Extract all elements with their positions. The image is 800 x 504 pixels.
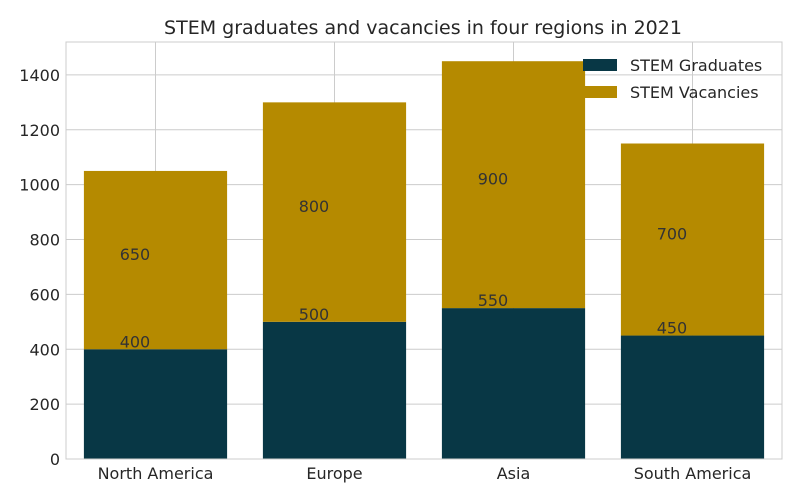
data-label: 900	[478, 170, 509, 189]
bars	[83, 61, 765, 459]
bar-vacancies	[441, 61, 586, 309]
bar-vacancies	[262, 102, 407, 322]
bar-vacancies	[620, 143, 765, 336]
data-label: 550	[478, 291, 509, 310]
x-tick-label: South America	[634, 464, 752, 483]
y-tick-label: 1200	[19, 121, 60, 140]
plot-frame	[65, 41, 783, 460]
bar-graduates	[83, 349, 228, 459]
bar-graduates	[620, 335, 765, 459]
legend: STEM Graduates STEM Vacancies	[583, 56, 762, 102]
data-label: 400	[120, 332, 151, 351]
data-label: 500	[299, 305, 330, 324]
axes: 0 200 400 600 800 1000 1200 1400 North America Eu…	[19, 41, 783, 483]
bar-graduates	[441, 308, 586, 459]
x-tick-label: North America	[98, 464, 214, 483]
y-tick-label: 200	[29, 395, 60, 414]
y-tick-label: 0	[50, 450, 60, 469]
y-tick-label: 1000	[19, 176, 60, 195]
data-label: 650	[120, 245, 151, 264]
legend-swatch	[583, 59, 617, 71]
data-label: 700	[657, 225, 688, 244]
data-labels: 400 650 500 800 550 900 450 700	[120, 170, 688, 352]
legend-swatch	[583, 86, 617, 98]
x-tick-label: Europe	[306, 464, 362, 483]
y-tick-label: 600	[29, 285, 60, 304]
x-tick-label: Asia	[497, 464, 531, 483]
data-label: 800	[299, 197, 330, 216]
chart-title: STEM graduates and vacancies in four reg…	[164, 17, 682, 39]
bar-vacancies	[83, 170, 228, 350]
legend-label: STEM Vacancies	[630, 83, 759, 102]
y-tick-label: 800	[29, 231, 60, 250]
y-tick-label: 400	[29, 340, 60, 359]
data-label: 450	[657, 319, 688, 338]
y-tick-label: 1400	[19, 66, 60, 85]
legend-label: STEM Graduates	[630, 56, 762, 75]
bar-graduates	[262, 321, 407, 459]
